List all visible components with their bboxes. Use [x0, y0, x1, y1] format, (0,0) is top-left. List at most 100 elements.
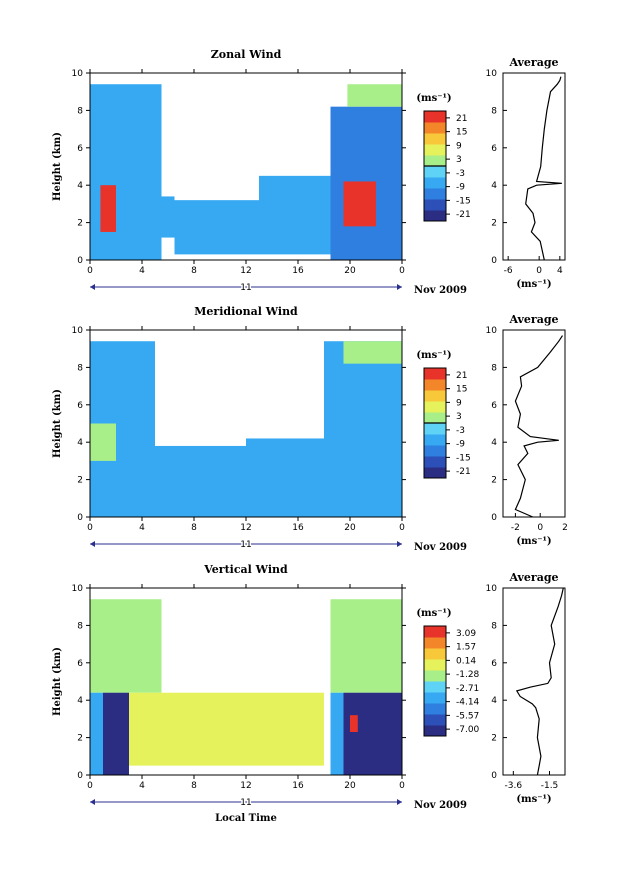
colorbar-swatch [424, 648, 446, 660]
profile-x-tick-label: 4 [557, 266, 563, 276]
colorbar-swatch [424, 467, 446, 479]
date-axis-arrow [397, 799, 402, 805]
data-region [259, 175, 337, 255]
data-region [103, 692, 129, 775]
colorbar-swatch [424, 725, 446, 737]
colorbar-swatch [424, 692, 446, 704]
colorbar-tick-label: 3.09 [456, 629, 476, 639]
profile-x-tick-label: -6 [504, 266, 513, 276]
profile-frame [502, 72, 566, 261]
colorbar-tick-label: -21 [456, 210, 471, 220]
x-tick-label: 12 [240, 266, 251, 276]
data-region [246, 438, 324, 517]
x-tick-label: 0 [399, 266, 405, 276]
date-axis-arrow [397, 284, 402, 290]
colorbar-swatch [424, 368, 446, 380]
profile-line [515, 587, 564, 776]
profile-y-tick-label: 6 [491, 401, 497, 411]
profile-y-tick-label: 10 [486, 326, 498, 336]
profile-title: Average [508, 56, 558, 69]
y-tick-label: 8 [77, 106, 83, 116]
data-region [155, 445, 246, 517]
colorbar-swatch [424, 714, 446, 726]
data-region [174, 200, 259, 255]
y-tick-label: 4 [77, 181, 83, 191]
x-tick-label: 16 [292, 523, 304, 533]
colorbar-swatch [424, 155, 446, 167]
colorbar-tick-label: 9 [456, 398, 462, 408]
colorbar-tick-label: -1.28 [456, 670, 480, 680]
colorbar-swatch [424, 659, 446, 671]
colorbar-tick-label: 21 [456, 114, 467, 124]
date-axis-arrow [90, 284, 95, 290]
x-tick-label: 8 [191, 523, 197, 533]
colorbar-tick-label: 9 [456, 141, 462, 151]
colorbar-tick-label: 0.14 [456, 656, 476, 666]
y-tick-label: 2 [77, 476, 83, 486]
colorbar-tick-label: -9 [456, 440, 465, 450]
colorbar-swatch [424, 133, 446, 145]
data-region [324, 341, 402, 517]
colorbar-frame [423, 625, 447, 737]
x-tick-label: 16 [292, 266, 304, 276]
date-label: Nov 2009 [414, 542, 467, 553]
x-tick-label: 20 [344, 266, 356, 276]
colorbar-swatch [424, 166, 446, 178]
colorbar-tick-label: -21 [456, 467, 471, 477]
profile-y-tick-label: 4 [491, 696, 497, 706]
y-tick-label: 8 [77, 363, 83, 373]
x-tick-label: 0 [87, 781, 93, 791]
data-region [343, 692, 402, 775]
y-tick-label: 10 [72, 584, 84, 594]
profile-x-label: (ms⁻¹) [516, 279, 551, 290]
x-tick-label: 0 [399, 523, 405, 533]
y-tick-label: 0 [77, 513, 83, 523]
data-region [343, 181, 376, 227]
colorbar-swatch [424, 210, 446, 222]
date-label: Nov 2009 [414, 285, 467, 296]
x-tick-label: 20 [344, 781, 356, 791]
data-region [129, 692, 324, 766]
y-tick-label: 6 [77, 401, 83, 411]
y-tick-label: 0 [77, 771, 83, 781]
profile-y-tick-label: 2 [491, 734, 497, 744]
colorbar-tick-label: -15 [456, 453, 471, 463]
profile-x-tick-label: -1.5 [541, 781, 559, 791]
colorbar-swatch [424, 703, 446, 715]
colorbar-tick-label: -5.57 [456, 711, 479, 721]
profile-y-tick-label: 0 [491, 256, 497, 266]
x-tick-label: 8 [191, 266, 197, 276]
panel-title: Vertical Wind [203, 563, 288, 576]
colorbar-tick-label: -3 [456, 426, 465, 436]
profile-y-tick-label: 8 [491, 621, 497, 631]
colorbar-swatch [424, 144, 446, 156]
data-region [330, 599, 402, 693]
profile-x-tick-label: 0 [536, 266, 542, 276]
colorbar-swatch [424, 379, 446, 391]
colorbar-tick-label: 3 [456, 155, 462, 165]
colorbar-swatch [424, 637, 446, 649]
x-tick-label: 12 [240, 523, 251, 533]
colorbar-tick-label: -7.00 [456, 725, 480, 735]
colorbar-tick-label: -15 [456, 196, 471, 206]
profile-x-tick-label: -3.6 [505, 781, 523, 791]
profile-y-tick-label: 6 [491, 144, 497, 154]
date-tick-label: 11 [240, 540, 251, 550]
colorbar-tick-label: 21 [456, 371, 467, 381]
panel-title: Zonal Wind [211, 48, 282, 61]
data-region [343, 341, 402, 364]
y-tick-label: 10 [72, 69, 84, 79]
date-tick-label: 11 [240, 798, 251, 808]
profile-x-label: (ms⁻¹) [516, 536, 551, 547]
colorbar-swatch [424, 390, 446, 402]
y-tick-label: 0 [77, 256, 83, 266]
profile-title: Average [508, 571, 558, 584]
profile-frame [502, 329, 566, 518]
colorbar-swatch [424, 456, 446, 468]
colorbar-tick-label: -9 [456, 183, 465, 193]
colorbar-swatch [424, 445, 446, 457]
profile-y-tick-label: 4 [491, 438, 497, 448]
y-tick-label: 4 [77, 438, 83, 448]
x-tick-label: 16 [292, 781, 304, 791]
colorbar-swatch [424, 122, 446, 134]
